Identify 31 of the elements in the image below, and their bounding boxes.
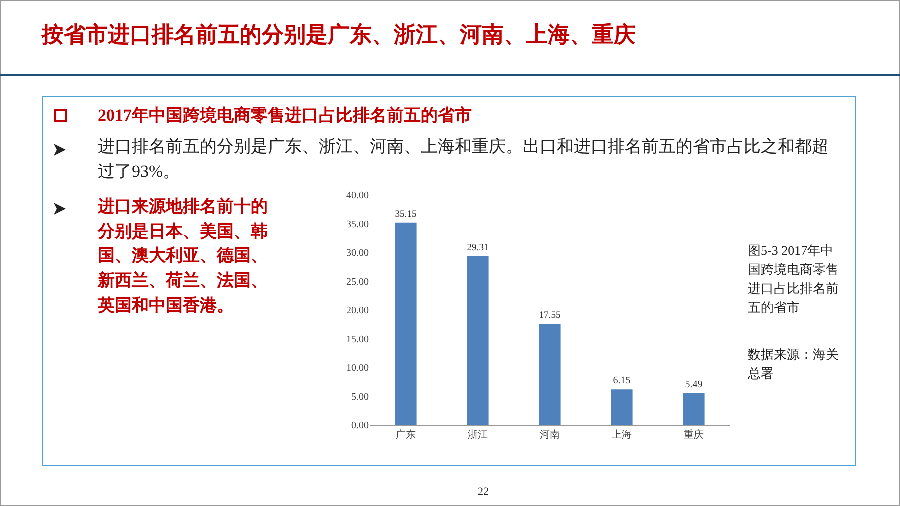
caption: 图5-3 2017年中国跨境电商零售进口占比排名前五的省市 xyxy=(748,242,840,317)
bar xyxy=(683,393,705,425)
y-tick-label: 25.00 xyxy=(346,276,369,288)
bar xyxy=(395,222,417,425)
y-tick-label: 30.00 xyxy=(346,248,369,259)
y-tick-label: 0.00 xyxy=(352,420,369,432)
x-tick-label: 重庆 xyxy=(684,429,704,441)
data-label: 35.15 xyxy=(395,209,417,220)
text: 2017年中国跨境电商零售进口占比排名前五的省市 xyxy=(98,105,473,127)
bar xyxy=(539,324,561,425)
data-label: 6.15 xyxy=(613,376,631,387)
y-tick-label: 15.00 xyxy=(346,334,369,346)
y-tick-label: 20.00 xyxy=(346,306,369,316)
y-tick-label: 40.00 xyxy=(346,190,369,202)
chart-title: 按省市进口排名前五的分别是广东、浙江、河南、上海、重庆 xyxy=(42,22,636,50)
text: 进口来源地排名前十的分别是日本、美国、韩国、澳大利亚、德国、新西兰、荷兰、法国、英国和中国香港。 xyxy=(98,196,269,317)
y-tick-label: 5.00 xyxy=(352,392,369,403)
text: 进口排名前五的分别是广东、浙江、河南、上海和重庆。出口和进口排名前五的省市占比之和都超过了93%。 xyxy=(98,136,830,183)
data-label: 5.49 xyxy=(685,379,703,390)
x-tick-label: 广东 xyxy=(396,429,416,441)
y-tick-label: 35.00 xyxy=(346,219,369,230)
bar xyxy=(611,390,633,425)
text: 22 xyxy=(478,485,490,500)
x-tick-label: 浙江 xyxy=(468,429,488,441)
bar xyxy=(467,256,489,425)
data-label: 29.31 xyxy=(467,242,489,254)
y-tick-label: 10.00 xyxy=(346,363,369,374)
source-note: 数据来源：海关总署 xyxy=(748,346,840,383)
x-tick-label: 上海 xyxy=(612,429,632,441)
data-label: 17.55 xyxy=(539,310,561,322)
x-tick-label: 河南 xyxy=(540,429,560,441)
